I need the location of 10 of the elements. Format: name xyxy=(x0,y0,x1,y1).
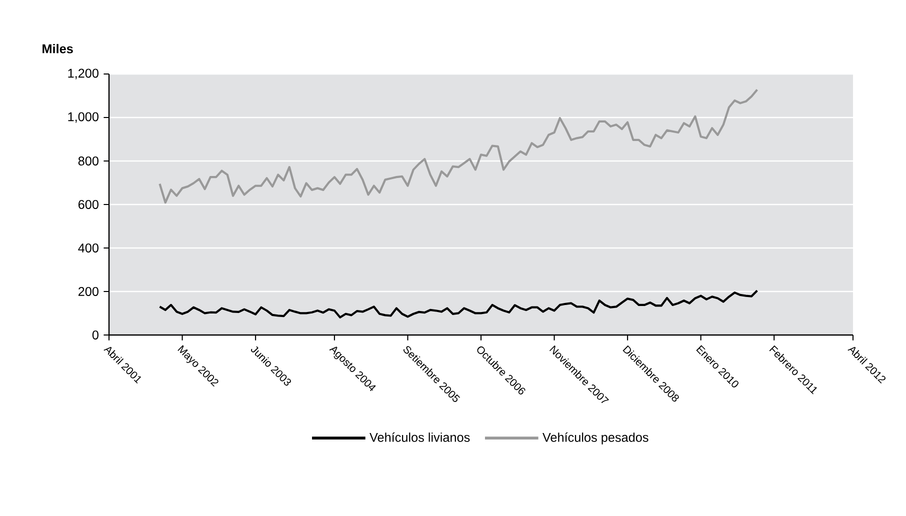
y-tick-label: 600 xyxy=(78,200,98,209)
y-tick-label: 0 xyxy=(92,330,98,340)
legend-label: Vehículos livianos xyxy=(370,432,470,442)
y-tick-label: 800 xyxy=(78,156,98,166)
y-tick-label: 1,000 xyxy=(68,112,98,123)
y-tick-label: 400 xyxy=(78,244,98,252)
legend-label: Vehículos pesados xyxy=(542,432,648,444)
y-tick-label: 1,200 xyxy=(68,68,98,80)
y-tick-label: 200 xyxy=(78,287,98,296)
y-axis-title: Miles xyxy=(42,44,73,54)
